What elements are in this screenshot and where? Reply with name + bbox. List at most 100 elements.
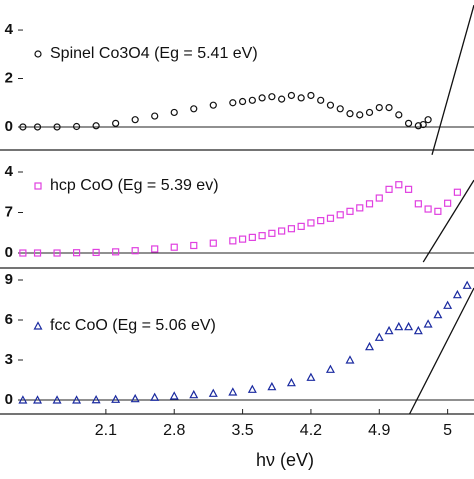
data-point	[92, 248, 100, 257]
y-tick-label: 4	[5, 21, 14, 38]
data-point	[444, 199, 452, 207]
x-axis-label: hν (eV)	[256, 450, 314, 470]
data-point	[53, 123, 61, 131]
data-point	[462, 280, 472, 289]
data-point	[297, 94, 305, 102]
y-tick-label: 0	[5, 391, 13, 408]
data-point	[336, 105, 344, 113]
data-point	[356, 111, 364, 119]
data-point	[297, 222, 305, 230]
data-point	[317, 96, 325, 104]
data-point	[170, 108, 178, 117]
y-tick-label: 2	[5, 69, 13, 86]
data-point	[208, 388, 218, 397]
data-point	[385, 185, 393, 193]
data-point	[229, 99, 237, 107]
data-point	[414, 200, 422, 208]
data-point	[258, 232, 266, 240]
data-point	[306, 372, 316, 381]
data-point	[190, 241, 198, 250]
x-tick-label: 4.2	[300, 422, 322, 439]
data-point	[424, 116, 432, 124]
data-point	[375, 194, 383, 202]
x-tick-label: 3.5	[231, 422, 253, 439]
data-point	[326, 214, 335, 222]
data-point	[19, 123, 27, 131]
data-point	[434, 207, 442, 215]
data-point	[346, 207, 354, 215]
data-point	[33, 395, 43, 404]
data-point	[92, 122, 100, 130]
fit-line	[408, 287, 474, 415]
data-point	[433, 309, 443, 319]
y-tick-label: 9	[5, 271, 13, 288]
data-point	[189, 389, 199, 399]
data-point	[72, 122, 81, 131]
data-point	[404, 119, 413, 127]
data-point	[307, 91, 315, 100]
data-point	[374, 332, 384, 341]
data-point	[345, 355, 355, 364]
data-point	[33, 123, 42, 131]
data-point	[91, 394, 101, 404]
data-point	[150, 392, 160, 401]
data-point	[19, 249, 27, 257]
data-point	[258, 94, 266, 102]
data-point	[228, 387, 238, 396]
data-point	[229, 237, 237, 245]
data-point	[268, 229, 276, 237]
data-point	[170, 243, 178, 251]
data-point	[111, 394, 121, 403]
data-point	[247, 384, 257, 393]
data-point	[18, 395, 28, 404]
data-point	[267, 381, 277, 391]
data-point	[365, 341, 375, 351]
y-tick-label: 3	[5, 351, 13, 368]
data-point	[151, 245, 159, 253]
data-point	[453, 188, 462, 196]
data-point	[72, 395, 82, 404]
legend-label: hcp CoO (Eg = 5.39 ev)	[50, 177, 219, 194]
legend-label: Spinel Co3O4 (Eg = 5.41 eV)	[50, 45, 258, 62]
legend-marker	[34, 182, 42, 190]
y-tick-label: 4	[5, 163, 14, 180]
data-point	[131, 247, 139, 255]
y-tick-label: 7	[5, 203, 13, 220]
data-point	[52, 395, 62, 404]
data-point	[307, 219, 315, 227]
y-tick-label: 0	[5, 118, 13, 135]
data-point	[346, 110, 354, 118]
data-point	[248, 233, 256, 241]
data-point	[356, 204, 364, 212]
data-point	[317, 217, 325, 225]
x-tick-label: 2.1	[95, 422, 117, 439]
data-point	[452, 289, 462, 299]
x-tick-label: 4.9	[368, 422, 390, 439]
data-point	[326, 101, 335, 109]
data-point	[385, 103, 393, 112]
data-point	[278, 227, 286, 235]
legend-marker	[34, 50, 42, 58]
data-point	[404, 185, 413, 193]
data-point	[190, 105, 198, 113]
data-point	[130, 393, 140, 403]
legend-marker	[33, 321, 43, 330]
data-point	[72, 249, 81, 257]
data-point	[209, 239, 217, 247]
data-point	[365, 200, 374, 208]
data-point	[419, 120, 427, 129]
data-point	[424, 205, 432, 213]
data-point	[248, 96, 256, 104]
data-point	[112, 119, 120, 127]
data-point	[336, 211, 344, 219]
data-point	[287, 91, 296, 100]
data-point	[395, 181, 403, 189]
data-point	[278, 95, 286, 103]
data-point	[238, 235, 247, 243]
data-point	[325, 364, 335, 373]
legend-label: fcc CoO (Eg = 5.06 eV)	[50, 317, 216, 334]
y-tick-label: 6	[5, 311, 13, 328]
fit-line	[431, 4, 474, 156]
